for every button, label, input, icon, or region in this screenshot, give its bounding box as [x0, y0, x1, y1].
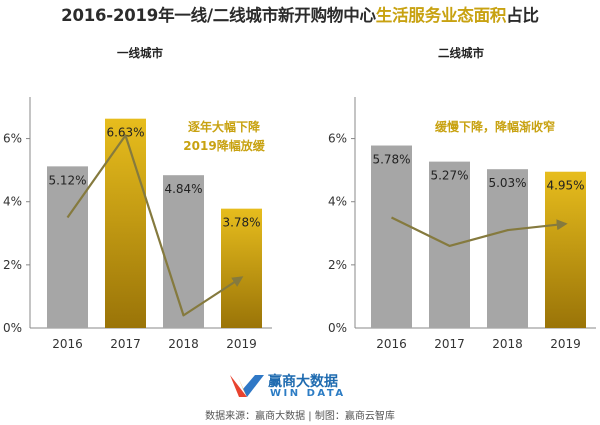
- bar-2019: [545, 171, 586, 328]
- source-note: 数据来源：赢商大数据 | 制图：赢商云智库: [205, 411, 395, 422]
- y-tick-label: 2%: [328, 258, 347, 272]
- trend-arrow-line: [391, 216, 568, 248]
- x-tick-label: 2019: [226, 337, 257, 351]
- y-tick-label: 0%: [328, 321, 347, 335]
- win-data-logo-icon: [230, 375, 264, 397]
- y-tick-label: 6%: [3, 132, 22, 146]
- chart-title: 2016-2019年一线/二线城市新开购物中心生活服务业态面积占比: [61, 6, 539, 25]
- panel-title: 一线城市: [117, 46, 163, 60]
- x-tick-label: 2016: [52, 337, 83, 351]
- x-tick-label: 2019: [550, 337, 581, 351]
- bar-value-label: 6.63%: [106, 126, 144, 140]
- bar-2018: [487, 169, 528, 328]
- bar-2017: [105, 118, 146, 328]
- x-tick-label: 2017: [434, 337, 465, 351]
- bar-value-label: 3.78%: [222, 216, 260, 230]
- bar-2019: [221, 208, 262, 328]
- bar-2016: [371, 145, 412, 328]
- panel-title: 二线城市: [438, 46, 484, 60]
- annotation-text: 逐年大幅下降: [188, 119, 261, 134]
- brand-logo: 赢商大数据 WIN DATA: [228, 371, 378, 401]
- bar-value-label: 5.12%: [48, 173, 86, 187]
- y-tick-label: 0%: [3, 321, 22, 335]
- y-tick-label: 4%: [3, 195, 22, 209]
- bar-2018: [163, 175, 204, 328]
- bar-2016: [47, 166, 88, 328]
- bar-value-label: 4.95%: [546, 179, 584, 193]
- y-tick-label: 2%: [3, 258, 22, 272]
- logo-text-cn: 赢商大数据: [268, 374, 338, 390]
- logo-text-en: WIN DATA: [270, 388, 346, 399]
- annotation-text: 缓慢下降，降幅渐收窄: [435, 119, 555, 134]
- x-tick-label: 2018: [492, 337, 523, 351]
- y-tick-label: 6%: [328, 132, 347, 146]
- trend-arrow-line: [66, 134, 244, 317]
- x-tick-label: 2016: [376, 337, 407, 351]
- chart-panel-1: 一线城市 0% 2% 4% 6% 5.12% 2016 6.63% 2017 4.84% 2018 3…: [3, 46, 272, 351]
- x-tick-label: 2017: [110, 337, 141, 351]
- chart-panel-2: 二线城市 0% 2% 4% 6% 5.78% 2016 5.27% 2017 5.03% 2018 4…: [328, 46, 596, 351]
- bar-value-label: 5.78%: [372, 153, 410, 167]
- x-tick-label: 2018: [168, 337, 199, 351]
- bar-value-label: 5.27%: [430, 169, 468, 183]
- bar-value-label: 5.03%: [488, 176, 526, 190]
- y-tick-label: 4%: [328, 195, 347, 209]
- bar-value-label: 4.84%: [164, 182, 202, 196]
- annotation-text: 2019降幅放缓: [183, 138, 265, 153]
